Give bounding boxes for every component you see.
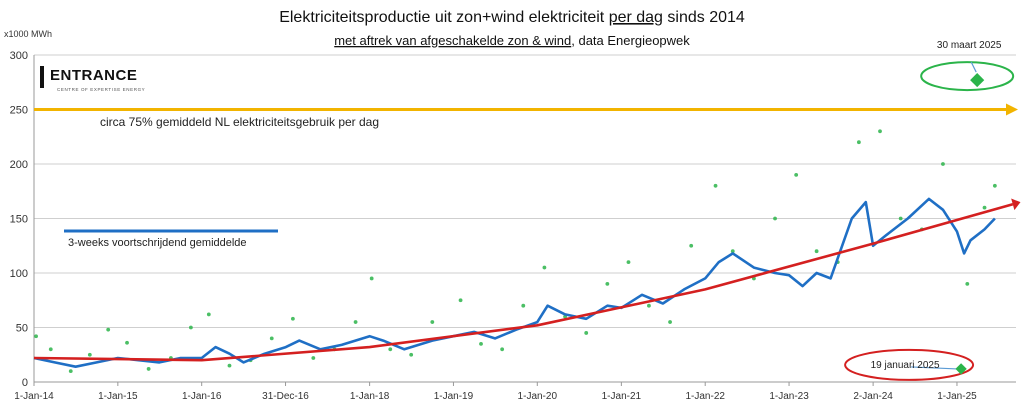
x-tick-label: 1-Jan-22 <box>685 391 725 402</box>
x-tick-label: 1-Jan-23 <box>769 391 809 402</box>
annotation-max-marker <box>970 72 985 88</box>
chart-subtitle: met aftrek van afgeschakelde zon & wind,… <box>334 33 690 48</box>
daily-point <box>269 336 274 341</box>
daily-point <box>353 320 358 324</box>
daily-point <box>730 249 735 254</box>
daily-point <box>458 298 463 303</box>
daily-point <box>521 303 526 308</box>
x-tick-label: 2-Jan-24 <box>853 391 893 402</box>
annotation-max-ellipse <box>920 61 1015 92</box>
reference-line: circa 75% gemiddeld NL elektriciteitsgeb… <box>34 103 1018 129</box>
reference-line-label: circa 75% gemiddeld NL elektriciteitsgeb… <box>100 115 379 129</box>
moving-average-path <box>33 197 996 369</box>
daily-point <box>965 282 970 286</box>
x-tick-label: 1-Jan-16 <box>182 391 222 402</box>
daily-point <box>773 216 777 221</box>
daily-point <box>689 243 694 248</box>
x-tick-label: 31-Dec-16 <box>262 391 309 402</box>
daily-point <box>713 183 718 188</box>
daily-point <box>430 320 435 324</box>
daily-point <box>794 173 799 177</box>
x-tick-label: 1-Jan-15 <box>98 391 138 402</box>
legend: 3-weeks voortschrijdend gemiddelde <box>64 229 278 249</box>
daily-point <box>125 340 129 345</box>
annotation-max-pointer <box>970 61 977 73</box>
daily-point <box>941 162 945 166</box>
reference-arrowhead <box>1006 103 1018 116</box>
y-tick-label: 0 <box>22 377 28 389</box>
daily-point <box>992 183 997 188</box>
daily-point <box>500 347 505 352</box>
annotations: 30 maart 2025 19 januari 2025 <box>844 40 1015 381</box>
daily-production-points <box>34 78 997 373</box>
x-axis-tick-labels: 1-Jan-14 1-Jan-15 1-Jan-16 31-Dec-16 1-Jan-1… <box>14 382 977 402</box>
entrance-logo: ENTRANCE CENTRE OF EXPERTISE ENERGY <box>40 66 145 92</box>
trend-line <box>33 198 1021 362</box>
daily-point <box>106 327 111 332</box>
y-tick-label: 250 <box>10 105 28 117</box>
y-axis-unit-label: x1000 MWh <box>4 29 52 39</box>
trend-path <box>33 203 1014 362</box>
daily-point <box>206 312 211 317</box>
x-tick-label: 1-Jan-25 <box>937 391 977 402</box>
annotation-min-pointer <box>911 366 958 370</box>
annotation-min-label: 19 januari 2025 <box>871 360 940 371</box>
y-tick-label: 50 <box>16 323 28 335</box>
daily-point <box>311 356 316 360</box>
x-tick-label: 1-Jan-18 <box>350 391 390 402</box>
x-tick-label: 1-Jan-19 <box>434 391 474 402</box>
logo-name: ENTRANCE <box>50 67 137 84</box>
daily-point <box>982 205 987 210</box>
legend-label: 3-weeks voortschrijdend gemiddelde <box>68 237 247 249</box>
daily-point <box>856 140 861 145</box>
daily-point <box>48 347 53 352</box>
y-tick-label: 100 <box>10 268 28 280</box>
daily-point <box>878 129 882 134</box>
daily-point <box>388 347 393 352</box>
daily-point <box>542 265 547 270</box>
daily-point <box>605 282 610 286</box>
moving-average-line <box>33 197 996 369</box>
daily-point <box>668 320 672 324</box>
y-tick-label: 200 <box>10 159 28 171</box>
x-tick-label: 1-Jan-21 <box>602 391 642 402</box>
x-tick-label: 1-Jan-14 <box>14 391 54 402</box>
daily-point <box>647 303 651 308</box>
daily-point <box>479 341 483 346</box>
daily-point <box>34 334 38 339</box>
annotation-min-marker <box>955 363 967 375</box>
daily-point <box>898 216 903 221</box>
chart-title: Elektriciteitsproductie uit zon+wind ele… <box>279 9 745 26</box>
daily-point <box>227 363 232 368</box>
daily-point <box>188 325 193 330</box>
trend-arrowhead <box>1011 198 1021 211</box>
daily-point <box>290 316 295 321</box>
annotation-max-label: 30 maart 2025 <box>937 40 1002 51</box>
daily-point <box>584 331 589 335</box>
y-axis-tick-labels: 0 50 100 150 200 250 300 <box>10 50 28 389</box>
y-tick-label: 300 <box>10 50 28 62</box>
daily-point <box>146 367 151 371</box>
y-tick-label: 150 <box>10 214 28 226</box>
x-tick-label: 1-Jan-20 <box>518 391 558 402</box>
daily-point <box>87 352 92 357</box>
daily-point <box>369 276 374 281</box>
daily-point <box>409 352 414 357</box>
daily-point <box>814 249 819 254</box>
annotation-min-ellipse <box>844 348 975 381</box>
logo-tagline: CENTRE OF EXPERTISE ENERGY <box>57 87 145 92</box>
daily-point <box>68 369 73 373</box>
daily-point <box>626 260 631 264</box>
